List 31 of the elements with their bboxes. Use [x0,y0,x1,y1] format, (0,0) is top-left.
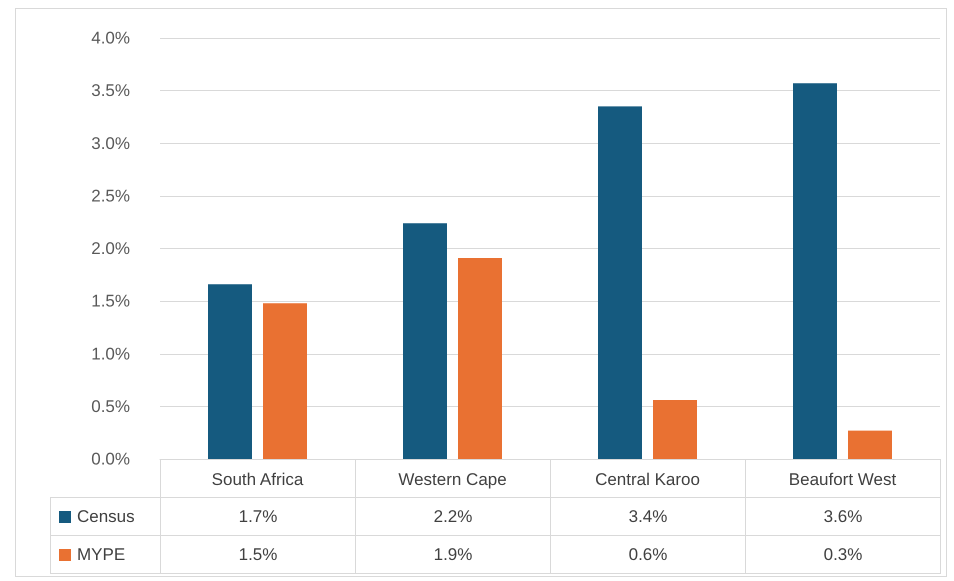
data-label: 1.5% [160,535,356,574]
bar [598,106,642,459]
y-tick-label: 0.0% [91,450,130,468]
x-tick-label: Beaufort West [788,470,896,489]
data-label: 0.3% [745,535,941,574]
bar [458,258,502,459]
y-tick-label: 4.0% [91,28,130,48]
data-label: 3.6% [745,497,941,536]
bar [653,400,697,459]
legend-label: Census [77,506,135,526]
bar [263,303,307,459]
y-tick-label: 1.5% [91,292,130,311]
data-label: 0.6% [550,535,746,574]
x-tick-label: Central Karoo [595,470,700,489]
bar [403,223,447,459]
bar [208,284,252,459]
y-tick-label: 1.0% [91,344,130,364]
data-label: 2.2% [355,497,551,536]
data-label: 3.4% [550,497,746,536]
bar [793,83,837,459]
bar [848,430,892,459]
legend-label: MYPE [77,544,126,564]
y-tick-label: 0.5% [91,396,130,416]
data-label: 1.9% [355,535,551,574]
y-tick-label: 3.0% [91,134,130,153]
y-tick-label: 2.5% [91,186,130,206]
x-tick-label: Western Cape [398,470,507,489]
data-label: 1.7% [160,497,356,536]
y-tick-label: 3.5% [91,81,130,100]
x-tick-label: South Africa [212,470,304,489]
y-tick-label: 2.0% [91,239,130,258]
